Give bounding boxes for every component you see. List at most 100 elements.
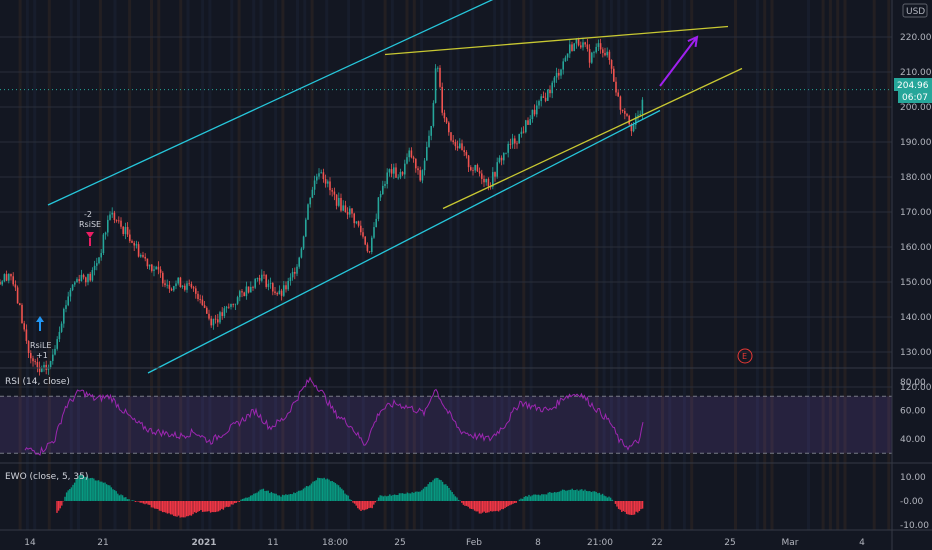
candle-body — [223, 308, 226, 316]
ewo-bar — [305, 486, 308, 501]
ewo-bar — [104, 482, 106, 501]
ewo-bar — [545, 494, 548, 501]
ewo-bar — [296, 491, 298, 501]
candle-body — [49, 360, 52, 368]
channel-lower-trendline — [147, 109, 661, 374]
candle-body — [346, 212, 349, 215]
ewo-bar — [299, 490, 301, 501]
candle-body — [14, 284, 17, 288]
session-stripe — [763, 0, 767, 530]
candle-body — [140, 255, 142, 257]
ewo-bar — [192, 501, 194, 515]
ewo-bar — [241, 498, 244, 501]
candle-body — [192, 287, 195, 289]
candle-body — [635, 116, 637, 125]
ewo-bar — [112, 489, 114, 501]
candle-body — [551, 82, 553, 94]
ewo-bar — [91, 477, 93, 501]
candle-body — [210, 318, 212, 326]
currency-label: USD — [906, 7, 925, 17]
candle-body — [395, 167, 397, 178]
candle-body — [599, 43, 602, 50]
ewo-bar — [267, 490, 269, 501]
ewo-bar — [520, 498, 522, 501]
candle-body — [186, 283, 188, 290]
ewo-bar — [448, 487, 450, 501]
ewo-bar — [333, 482, 335, 501]
candle-body — [173, 286, 175, 291]
ewo-bar — [249, 495, 252, 501]
signal-short-qty: -2 — [84, 210, 92, 219]
x-tick-label: 18:00 — [322, 538, 348, 548]
candle-body — [536, 105, 538, 115]
session-stripe — [274, 0, 278, 530]
ewo-bar — [480, 501, 482, 514]
candle-body — [423, 160, 426, 171]
ewo-bar — [145, 501, 148, 504]
ewo-bar — [113, 490, 116, 501]
candle-body — [298, 257, 300, 267]
session-stripe — [361, 0, 365, 530]
ewo-bar — [193, 501, 196, 513]
candle-body — [544, 97, 547, 101]
candle-body — [221, 312, 223, 316]
candle-body — [12, 276, 14, 285]
ewo-bar — [72, 484, 74, 501]
candle-body — [498, 157, 501, 163]
signal-long-qty: +1 — [36, 351, 48, 360]
session-stripe — [836, 0, 840, 530]
ewo-bar — [437, 477, 439, 501]
ewo-bar — [457, 499, 460, 501]
ewo-bar — [493, 501, 495, 512]
ewo-bar — [203, 501, 205, 512]
candle-body — [3, 274, 6, 282]
candle-body — [234, 303, 237, 305]
candle-body — [254, 278, 256, 288]
ewo-tick-label: -0.00 — [900, 497, 924, 507]
ewo-bar — [96, 480, 98, 501]
session-stripe — [412, 0, 416, 530]
ewo-bar — [552, 492, 554, 501]
candle-body — [454, 142, 457, 147]
ewo-bar — [371, 501, 373, 509]
rsi-band — [0, 396, 892, 454]
ewo-bar — [483, 501, 485, 512]
candle-body — [65, 305, 67, 309]
ewo-bar — [629, 501, 631, 515]
candle-body — [289, 277, 292, 281]
signal-short-name: RsiSE — [79, 220, 101, 229]
candle-body — [593, 52, 595, 54]
session-stripe — [296, 0, 299, 530]
ewo-bar — [281, 494, 284, 501]
ewo-bar — [494, 501, 497, 512]
session-stripe — [493, 0, 497, 530]
candle-body — [170, 288, 173, 291]
ewo-bar — [550, 492, 553, 501]
candle-body — [102, 234, 105, 254]
candle-body — [148, 264, 151, 267]
ewo-bar — [565, 490, 567, 501]
ewo-bar — [445, 484, 447, 501]
ewo-bar — [379, 495, 381, 501]
earnings-marker[interactable]: E — [737, 348, 753, 364]
candle-body — [43, 364, 45, 369]
candle-body — [113, 212, 116, 221]
candle-body — [569, 44, 571, 54]
signal-long-name: RsiLE — [30, 341, 51, 350]
candle-body — [582, 42, 584, 48]
ewo-pane — [56, 474, 644, 518]
ewo-bar — [510, 501, 513, 505]
ewo-bar — [323, 477, 325, 501]
ewo-bar — [245, 497, 247, 501]
candle-body — [602, 49, 604, 53]
x-tick-label: Feb — [466, 538, 482, 548]
candle-body — [562, 61, 564, 70]
candle-body — [390, 169, 393, 174]
candle-body — [195, 288, 197, 294]
ewo-bar — [537, 494, 540, 501]
ewo-bar — [440, 480, 442, 501]
currency-badge[interactable]: USD — [902, 3, 928, 18]
ewo-bar — [531, 495, 533, 501]
candle-body — [533, 109, 536, 115]
ewo-bar — [101, 481, 103, 501]
